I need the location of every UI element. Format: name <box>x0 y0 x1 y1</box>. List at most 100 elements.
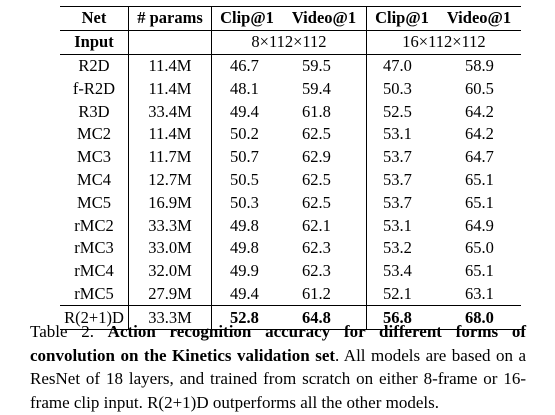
cell-params: 33.3M <box>128 214 212 237</box>
caption-bold-title: Action recognition accuracy for differen… <box>30 322 526 365</box>
cell-video-8: 59.4 <box>282 77 367 101</box>
table-body: R2D 11.4M 46.7 59.5 47.0 58.9 f-R2D 11.4M 48.1 59… <box>60 54 521 330</box>
table-row: rMC3 33.0M 49.8 62.3 53.2 65.0 <box>60 236 521 260</box>
cell-net: rMC2 <box>60 214 129 237</box>
cell-net: R3D <box>60 100 129 123</box>
cell-clip-16: 52.5 <box>383 101 412 121</box>
cell-clip-8: 50.2 <box>230 124 259 144</box>
table-row: R2D 11.4M 46.7 59.5 47.0 58.9 <box>60 54 521 78</box>
header-net: Net <box>60 6 129 31</box>
cell-net: R2D <box>60 54 129 78</box>
cell-params: 27.9M <box>128 282 212 306</box>
cell-clip-8: 50.5 <box>230 169 259 189</box>
header-params: # params <box>128 6 212 31</box>
table-row: rMC2 33.3M 49.8 62.1 53.1 64.9 <box>60 214 521 237</box>
table-row: rMC4 32.0M 49.9 62.3 53.4 65.1 <box>60 259 521 283</box>
cell-video-8: 62.3 <box>282 259 367 283</box>
caption-prefix: Table 2. <box>30 322 94 341</box>
cell-video-16: 65.1 <box>465 169 494 189</box>
header-video-16: Video@1 <box>437 6 521 31</box>
cell-clip-16: 52.1 <box>383 283 412 303</box>
table-row: R3D 33.4M 49.4 61.8 52.5 64.2 <box>60 100 521 123</box>
cell-clip-16: 50.3 <box>383 78 412 98</box>
cell-clip-16: 53.1 <box>383 124 412 144</box>
cell-params: 11.4M <box>128 54 212 78</box>
cell-net: rMC4 <box>60 259 129 283</box>
cell-video-16: 64.9 <box>465 215 494 235</box>
cell-params: 11.7M <box>128 145 212 169</box>
cell-net: MC5 <box>60 191 129 215</box>
table-header-row: Net # params Clip@1 Video@1 Clip@1 Video… <box>60 6 521 31</box>
cell-clip-16: 47.0 <box>383 55 412 75</box>
cell-video-8: 62.5 <box>282 191 367 215</box>
cell-clip-8: 49.4 <box>230 101 259 121</box>
cell-video-8: 64.8 <box>282 305 367 330</box>
input-size-8: 8×112×112 <box>211 30 367 55</box>
table-row: MC5 16.9M 50.3 62.5 53.7 65.1 <box>60 191 521 215</box>
cell-video-8: 61.2 <box>282 282 367 306</box>
table-row: MC3 11.7M 50.7 62.9 53.7 64.7 <box>60 145 521 169</box>
cell-params: 16.9M <box>128 191 212 215</box>
table-row: R(2+1)D 33.3M 52.8 64.8 56.8 68.0 <box>60 305 521 330</box>
cell-net: f-R2D <box>60 77 129 101</box>
cell-params: 32.0M <box>128 259 212 283</box>
cell-video-8: 62.5 <box>282 168 367 192</box>
cell-clip-16: 53.7 <box>383 147 412 167</box>
cell-clip-16: 53.4 <box>383 261 412 281</box>
cell-params: 33.3M <box>128 305 212 330</box>
cell-video-16: 68.0 <box>437 305 521 330</box>
cell-video-8: 62.1 <box>282 214 367 237</box>
caption-body: . All models are based on a ResNet of 18… <box>30 345 526 412</box>
cell-clip-16: 53.7 <box>383 192 412 212</box>
cell-net: rMC5 <box>60 282 129 306</box>
cell-params: 33.4M <box>128 100 212 123</box>
results-table: Net # params Clip@1 Video@1 Clip@1 Video… <box>60 6 521 331</box>
cell-clip-8: 49.8 <box>230 215 259 235</box>
cell-clip-8: 49.8 <box>230 238 259 258</box>
cell-params: 11.4M <box>128 122 212 146</box>
cell-clip-8: 46.7 <box>230 55 259 75</box>
cell-video-8: 59.5 <box>282 54 367 78</box>
cell-clip-8: 50.3 <box>230 192 259 212</box>
table-row: MC2 11.4M 50.2 62.5 53.1 64.2 <box>60 122 521 146</box>
cell-net: MC3 <box>60 145 129 169</box>
cell-video-16: 60.5 <box>465 78 494 98</box>
cell-video-8: 62.3 <box>282 236 367 260</box>
cell-net: MC2 <box>60 122 129 146</box>
cell-clip-16: 53.7 <box>383 169 412 189</box>
cell-video-8: 62.9 <box>282 145 367 169</box>
header-clip-16: Clip@1 <box>366 6 437 31</box>
table-caption: Table 2. Action recognition accuracy for… <box>30 320 526 414</box>
cell-net: R(2+1)D <box>60 305 129 330</box>
table-row: f-R2D 11.4M 48.1 59.4 50.3 60.5 <box>60 77 521 101</box>
cell-video-16: 65.1 <box>465 261 494 281</box>
cell-video-16: 64.2 <box>465 124 494 144</box>
cell-clip-16: 56.8 <box>366 305 437 330</box>
cell-video-16: 65.0 <box>465 238 494 258</box>
cell-clip-16: 53.2 <box>383 238 412 258</box>
cell-params: 12.7M <box>128 168 212 192</box>
header-video-8: Video@1 <box>282 6 367 31</box>
cell-video-16: 63.1 <box>465 283 494 303</box>
cell-clip-8: 50.7 <box>230 147 259 167</box>
cell-clip-8: 52.8 <box>211 305 282 330</box>
cell-clip-8: 49.9 <box>230 261 259 281</box>
table-row: MC4 12.7M 50.5 62.5 53.7 65.1 <box>60 168 521 192</box>
cell-net: MC4 <box>60 168 129 192</box>
header-clip-8: Clip@1 <box>211 6 282 31</box>
cell-video-16: 58.9 <box>465 55 494 75</box>
input-params-empty <box>128 30 212 55</box>
input-label: Input <box>60 30 129 55</box>
cell-video-8: 62.5 <box>282 122 367 146</box>
cell-clip-8: 48.1 <box>230 78 259 98</box>
cell-video-16: 64.2 <box>465 101 494 121</box>
cell-clip-16: 53.1 <box>383 215 412 235</box>
table-row: rMC5 27.9M 49.4 61.2 52.1 63.1 <box>60 282 521 306</box>
cell-video-16: 64.7 <box>465 147 494 167</box>
input-row: Input 8×112×112 16×112×112 <box>60 30 521 55</box>
input-size-16: 16×112×112 <box>366 30 521 55</box>
cell-net: rMC3 <box>60 236 129 260</box>
cell-clip-8: 49.4 <box>230 283 259 303</box>
cell-params: 33.0M <box>128 236 212 260</box>
cell-video-16: 65.1 <box>465 192 494 212</box>
